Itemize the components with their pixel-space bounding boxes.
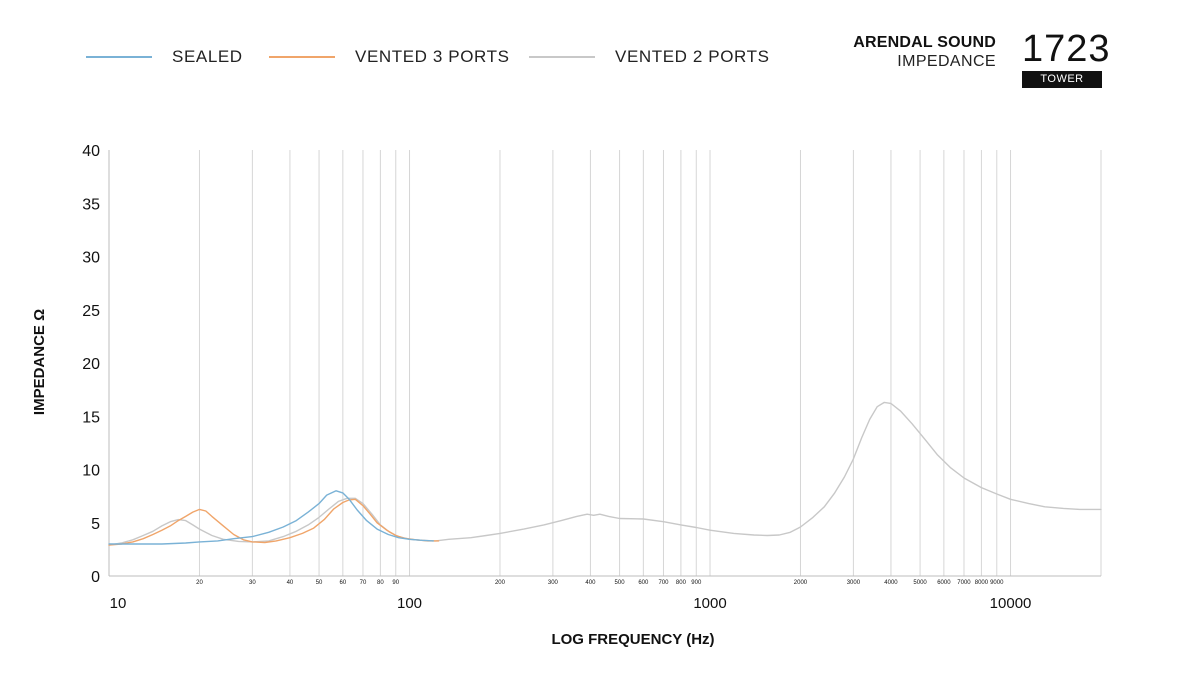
x-minor-tick-label: 60 <box>340 580 347 586</box>
x-major-tick-label: 100 <box>397 595 422 612</box>
brand-block: ARENDAL SOUND IMPEDANCE 1723 TOWER <box>840 28 1110 92</box>
x-minor-tick-label: 600 <box>638 580 649 586</box>
y-tick-label: 20 <box>82 356 100 373</box>
legend-label-vented-3-ports: VENTED 3 PORTS <box>355 47 510 66</box>
legend-label-sealed: SEALED <box>172 47 243 66</box>
axis-layer <box>108 150 1101 577</box>
x-minor-tick-label: 90 <box>392 580 399 586</box>
brand-subtitle: IMPEDANCE <box>897 53 996 70</box>
y-tick-label: 25 <box>82 303 100 320</box>
x-minor-tick-label: 70 <box>360 580 367 586</box>
series-layer <box>108 401 1102 546</box>
x-minor-tick-label: 6000 <box>937 580 951 586</box>
series-line-vented-3-ports <box>108 498 440 546</box>
x-minor-tick-label: 4000 <box>884 580 898 586</box>
series-line-sealed <box>108 490 434 545</box>
brand-model-number: 1723 <box>1022 28 1111 70</box>
y-tick-label: 5 <box>91 516 100 533</box>
x-minor-tick-label: 50 <box>316 580 323 586</box>
x-minor-tick-label: 500 <box>615 580 626 586</box>
brand-name: ARENDAL SOUND <box>853 34 996 51</box>
legend-swatch-vented-3-ports <box>269 56 335 58</box>
series-line-vented-2-ports <box>108 401 1102 546</box>
x-minor-tick-label: 200 <box>495 580 506 586</box>
grid-layer <box>198 150 1102 576</box>
y-tick-label: 40 <box>82 143 100 160</box>
x-minor-tick-label: 20 <box>196 580 203 586</box>
x-minor-tick-label: 400 <box>585 580 596 586</box>
y-tick-label: 35 <box>82 196 100 213</box>
x-minor-tick-label: 7000 <box>957 580 971 586</box>
x-minor-tick-label: 800 <box>676 580 687 586</box>
x-major-tick-label: 1000 <box>693 595 726 612</box>
x-minor-tick-label: 3000 <box>847 580 861 586</box>
x-minor-tick-label: 5000 <box>913 580 927 586</box>
x-minor-tick-label: 300 <box>548 580 559 586</box>
brand-model-tag: TOWER <box>1022 71 1102 88</box>
x-minor-tick-label: 40 <box>287 580 294 586</box>
legend-swatch-sealed <box>86 56 152 58</box>
x-axis-title: LOG FREQUENCY (Hz) <box>551 631 714 648</box>
x-minor-tick-label: 900 <box>691 580 702 586</box>
x-minor-tick-label: 30 <box>249 580 256 586</box>
x-minor-tick-label: 80 <box>377 580 384 586</box>
y-tick-label: 0 <box>91 569 100 586</box>
x-minor-tick-label: 2000 <box>794 580 808 586</box>
legend-swatch-vented-2-ports <box>529 56 595 58</box>
y-tick-label: 10 <box>82 463 100 480</box>
x-minor-tick-label: 9000 <box>990 580 1004 586</box>
x-major-tick-label: 10000 <box>990 595 1032 612</box>
label-layer: LOG FREQUENCY (Hz) IMPEDANCE Ω 0 5 10 15 20 2… <box>31 143 1031 648</box>
y-tick-label: 30 <box>82 250 100 267</box>
y-tick-label: 15 <box>82 409 100 426</box>
x-minor-tick-label: 700 <box>658 580 669 586</box>
x-major-tick-label: 10 <box>110 595 127 612</box>
y-axis-title: IMPEDANCE Ω <box>31 309 48 415</box>
x-minor-tick-label: 8000 <box>975 580 989 586</box>
legend-label-vented-2-ports: VENTED 2 PORTS <box>615 47 770 66</box>
